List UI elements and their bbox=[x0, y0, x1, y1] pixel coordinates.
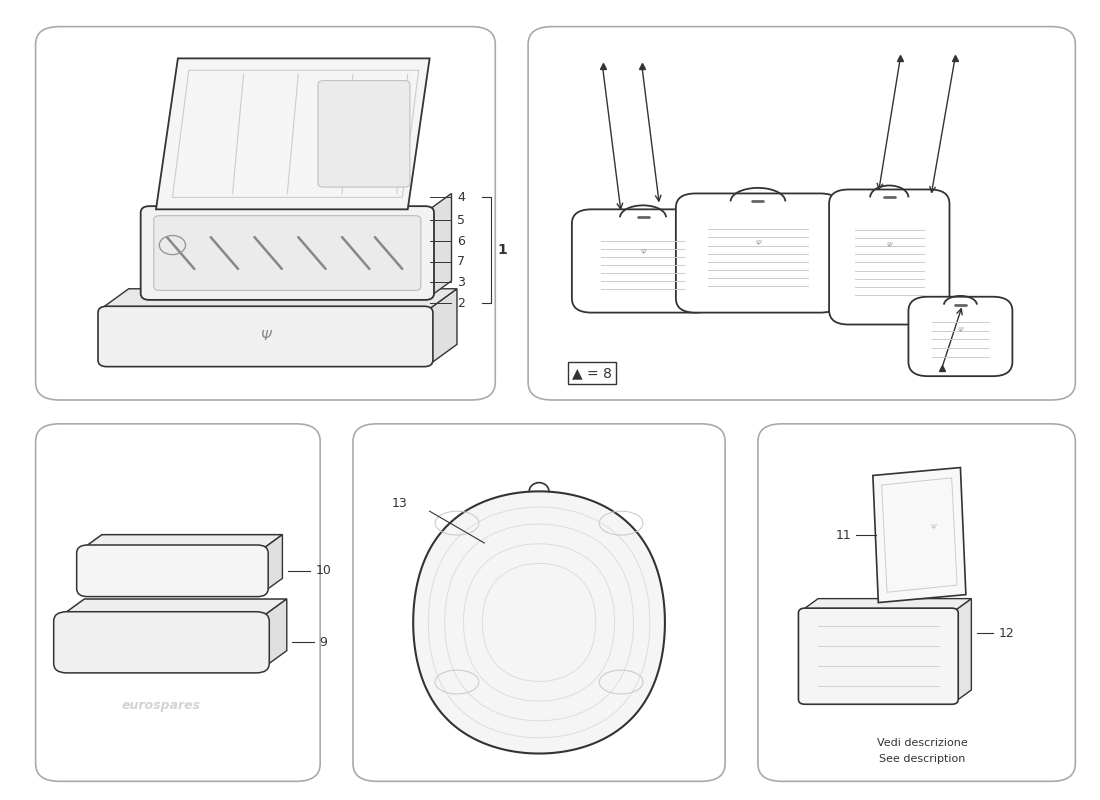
Text: 12: 12 bbox=[999, 627, 1014, 640]
Text: eurospares: eurospares bbox=[747, 298, 835, 312]
Polygon shape bbox=[955, 598, 971, 702]
Polygon shape bbox=[263, 534, 283, 593]
FancyBboxPatch shape bbox=[35, 26, 495, 400]
FancyBboxPatch shape bbox=[528, 26, 1076, 400]
Text: 9: 9 bbox=[320, 636, 328, 649]
Text: Ψ: Ψ bbox=[260, 330, 271, 343]
Text: Ψ: Ψ bbox=[931, 524, 936, 530]
Text: eurospares: eurospares bbox=[495, 699, 583, 713]
FancyBboxPatch shape bbox=[353, 424, 725, 782]
Text: Ψ: Ψ bbox=[756, 240, 761, 246]
Text: 2: 2 bbox=[456, 297, 465, 310]
FancyBboxPatch shape bbox=[54, 612, 270, 673]
FancyBboxPatch shape bbox=[154, 216, 421, 290]
FancyBboxPatch shape bbox=[35, 424, 320, 782]
Polygon shape bbox=[873, 467, 966, 602]
Text: eurospares: eurospares bbox=[122, 699, 201, 712]
Text: 13: 13 bbox=[392, 497, 408, 510]
Text: 11: 11 bbox=[835, 529, 851, 542]
FancyBboxPatch shape bbox=[572, 210, 714, 313]
Text: 6: 6 bbox=[456, 234, 465, 248]
Polygon shape bbox=[101, 289, 456, 309]
Polygon shape bbox=[82, 534, 283, 549]
FancyBboxPatch shape bbox=[758, 424, 1076, 782]
FancyBboxPatch shape bbox=[829, 190, 949, 325]
FancyBboxPatch shape bbox=[98, 306, 433, 366]
Polygon shape bbox=[430, 194, 451, 297]
Text: ▲ = 8: ▲ = 8 bbox=[572, 366, 612, 380]
Polygon shape bbox=[414, 491, 664, 754]
Polygon shape bbox=[60, 599, 287, 617]
FancyBboxPatch shape bbox=[675, 194, 840, 313]
Text: 5: 5 bbox=[456, 214, 465, 227]
Text: 10: 10 bbox=[316, 564, 331, 578]
Text: 1: 1 bbox=[497, 243, 507, 258]
Text: Ψ: Ψ bbox=[887, 242, 892, 248]
Text: Ψ: Ψ bbox=[958, 327, 964, 333]
Polygon shape bbox=[430, 289, 456, 364]
Text: 7: 7 bbox=[456, 255, 465, 268]
Text: See description: See description bbox=[879, 754, 966, 764]
Polygon shape bbox=[156, 58, 430, 210]
Text: Vedi descrizione: Vedi descrizione bbox=[877, 738, 968, 748]
Text: eurospares: eurospares bbox=[200, 246, 287, 260]
FancyBboxPatch shape bbox=[318, 81, 410, 187]
Polygon shape bbox=[263, 599, 287, 668]
Polygon shape bbox=[802, 598, 971, 610]
FancyBboxPatch shape bbox=[141, 206, 434, 300]
Text: eurospares: eurospares bbox=[882, 632, 961, 645]
FancyBboxPatch shape bbox=[77, 545, 268, 597]
FancyBboxPatch shape bbox=[909, 297, 1012, 376]
FancyBboxPatch shape bbox=[799, 608, 958, 704]
Text: Ψ: Ψ bbox=[640, 250, 646, 255]
Text: 4: 4 bbox=[456, 191, 465, 204]
Text: 3: 3 bbox=[456, 276, 465, 289]
